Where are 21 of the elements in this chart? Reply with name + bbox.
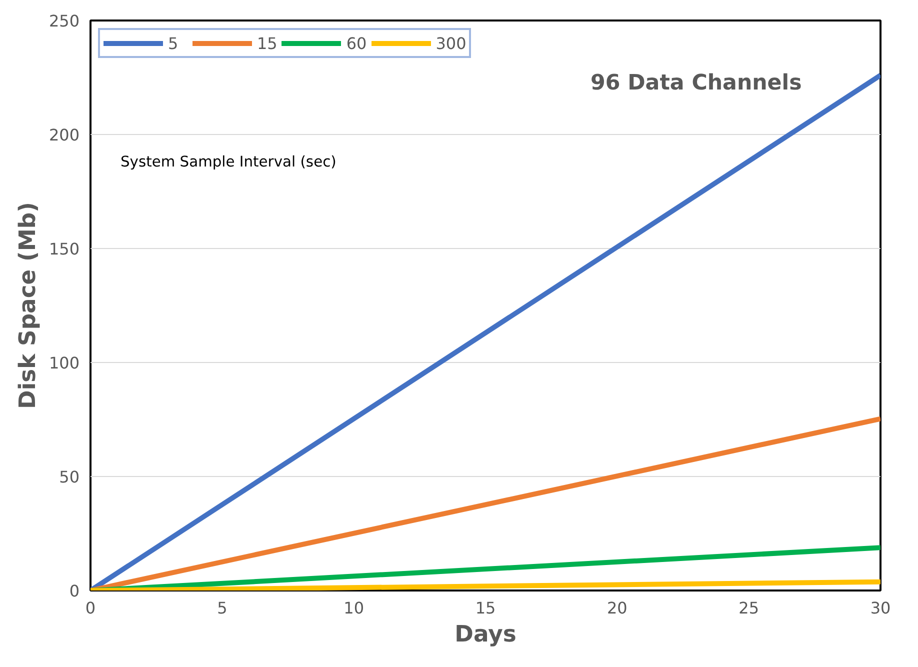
annotation: 96 Data Channels — [590, 70, 802, 96]
y-tick-label: 200 — [48, 126, 80, 144]
legend-label: 5 — [168, 34, 180, 52]
x-tick-label: 10 — [344, 598, 364, 618]
y-tick-label: 50 — [59, 468, 80, 486]
y-tick-label: 100 — [48, 354, 80, 372]
y-tick-label: 150 — [48, 240, 80, 258]
x-tick-label: 15 — [475, 598, 496, 618]
legend-title: System Sample Interval (sec) — [120, 154, 336, 170]
y-tick-label: 250 — [48, 12, 80, 30]
x-tick-label: 5 — [217, 598, 228, 618]
y-tick-label: 0 — [69, 582, 80, 600]
x-tick-label: 20 — [606, 598, 628, 618]
legend-label: 60 — [346, 34, 367, 52]
x-tick-label: 25 — [738, 598, 760, 618]
x-tick-label: 30 — [870, 598, 891, 618]
y-axis-title: Disk Space (Mb) — [14, 202, 41, 409]
x-axis-title: Days — [454, 622, 516, 648]
legend-label: 300 — [436, 34, 466, 52]
x-tick-label: 0 — [85, 598, 96, 618]
legend-label: 15 — [257, 34, 278, 52]
